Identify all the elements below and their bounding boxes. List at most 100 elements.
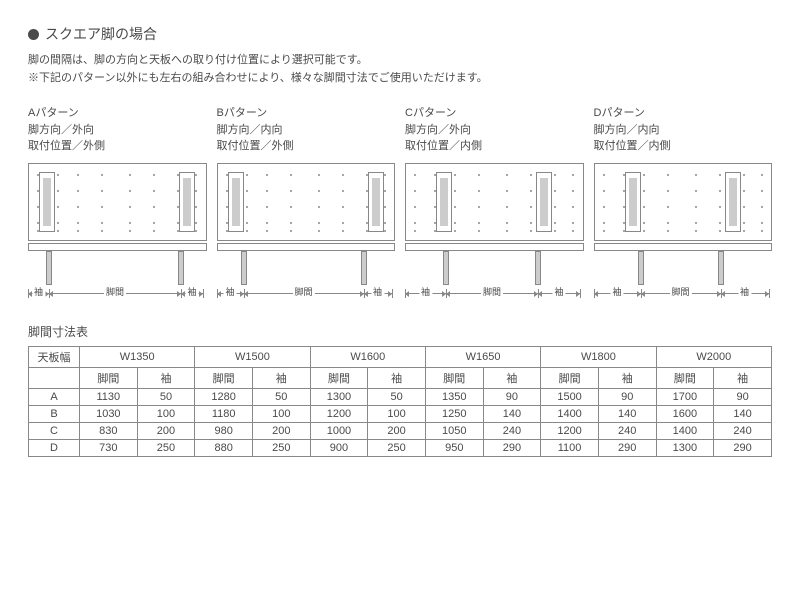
dimension-table: 天板幅W1350W1500W1600W1650W1800W2000脚間袖脚間袖脚… bbox=[28, 346, 772, 457]
cell: 1100 bbox=[541, 439, 599, 456]
th-width: W1650 bbox=[425, 346, 540, 367]
dim-row: 袖脚間袖 bbox=[405, 287, 584, 305]
side-leg-1 bbox=[718, 251, 724, 285]
side-leg-0 bbox=[443, 251, 449, 285]
legbox-1 bbox=[536, 172, 552, 232]
cell: 1130 bbox=[80, 388, 138, 405]
pattern-name: Dパターン bbox=[594, 105, 773, 122]
th-width: W2000 bbox=[656, 346, 771, 367]
side-leg-1 bbox=[178, 251, 184, 285]
cell: 100 bbox=[137, 405, 195, 422]
cell: 90 bbox=[714, 388, 772, 405]
cell: 50 bbox=[368, 388, 426, 405]
th-sub: 袖 bbox=[714, 367, 772, 388]
side-leg-1 bbox=[535, 251, 541, 285]
diagram-side bbox=[217, 243, 396, 285]
cell: 1000 bbox=[310, 422, 368, 439]
th-sub: 脚間 bbox=[80, 367, 138, 388]
legbox-0 bbox=[436, 172, 452, 232]
legbox-0 bbox=[39, 172, 55, 232]
cell: 200 bbox=[137, 422, 195, 439]
cell: 1200 bbox=[310, 405, 368, 422]
dim-row: 袖脚間袖 bbox=[217, 287, 396, 305]
cell: 1030 bbox=[80, 405, 138, 422]
pattern-pos: 取付位置／外側 bbox=[217, 138, 396, 155]
cell: 1700 bbox=[656, 388, 714, 405]
side-leg-1 bbox=[361, 251, 367, 285]
dim-sode-l: 袖 bbox=[223, 285, 236, 298]
th-sub: 脚間 bbox=[310, 367, 368, 388]
cell: 50 bbox=[137, 388, 195, 405]
th-blank bbox=[29, 367, 80, 388]
cell: 830 bbox=[80, 422, 138, 439]
cell: 250 bbox=[137, 439, 195, 456]
th-sub: 脚間 bbox=[541, 367, 599, 388]
cell: 1200 bbox=[541, 422, 599, 439]
pattern-name: Cパターン bbox=[405, 105, 584, 122]
cell: 290 bbox=[483, 439, 541, 456]
pattern-dir: 脚方向／外向 bbox=[405, 122, 584, 139]
dim-sode-l: 袖 bbox=[610, 285, 623, 298]
table-title: 脚間寸法表 bbox=[28, 323, 772, 340]
dim-kyakukan: 脚間 bbox=[481, 285, 503, 298]
dim-sode-r: 袖 bbox=[552, 285, 565, 298]
pattern-name: Aパターン bbox=[28, 105, 207, 122]
row-label: B bbox=[29, 405, 80, 422]
cell: 100 bbox=[368, 405, 426, 422]
diagram-side bbox=[28, 243, 207, 285]
legbox-0 bbox=[228, 172, 244, 232]
patterns-row: Aパターン脚方向／外向取付位置／外側袖脚間袖Bパターン脚方向／内向取付位置／外側… bbox=[28, 105, 772, 305]
dim-kyakukan: 脚間 bbox=[669, 285, 691, 298]
cell: 250 bbox=[368, 439, 426, 456]
dim-sode-r: 袖 bbox=[371, 285, 384, 298]
cell: 290 bbox=[714, 439, 772, 456]
th-sub: 脚間 bbox=[425, 367, 483, 388]
cell: 730 bbox=[80, 439, 138, 456]
diagram-top bbox=[217, 163, 396, 241]
th-sub: 袖 bbox=[483, 367, 541, 388]
cell: 140 bbox=[714, 405, 772, 422]
row-label: D bbox=[29, 439, 80, 456]
pattern-labels: Cパターン脚方向／外向取付位置／内側 bbox=[405, 105, 584, 155]
pattern-2: Cパターン脚方向／外向取付位置／内側袖脚間袖 bbox=[405, 105, 584, 305]
cell: 140 bbox=[483, 405, 541, 422]
cell: 250 bbox=[252, 439, 310, 456]
cell: 1350 bbox=[425, 388, 483, 405]
title-row: スクエア脚の場合 bbox=[28, 24, 772, 44]
th-width: W1600 bbox=[310, 346, 425, 367]
cell: 290 bbox=[598, 439, 656, 456]
side-leg-0 bbox=[638, 251, 644, 285]
diagram-side bbox=[405, 243, 584, 285]
row-label: A bbox=[29, 388, 80, 405]
pattern-pos: 取付位置／内側 bbox=[405, 138, 584, 155]
legbox-1 bbox=[179, 172, 195, 232]
pattern-1: Bパターン脚方向／内向取付位置／外側袖脚間袖 bbox=[217, 105, 396, 305]
diagram-top bbox=[28, 163, 207, 241]
th-sub: 袖 bbox=[368, 367, 426, 388]
table-head: 天板幅W1350W1500W1600W1650W1800W2000脚間袖脚間袖脚… bbox=[29, 346, 772, 388]
pattern-pos: 取付位置／内側 bbox=[594, 138, 773, 155]
cell: 90 bbox=[483, 388, 541, 405]
dim-row: 袖 脚間 袖 bbox=[594, 287, 773, 305]
cell: 1250 bbox=[425, 405, 483, 422]
legbox-1 bbox=[725, 172, 741, 232]
cell: 1050 bbox=[425, 422, 483, 439]
cell: 90 bbox=[598, 388, 656, 405]
cell: 1300 bbox=[310, 388, 368, 405]
pattern-pos: 取付位置／外側 bbox=[28, 138, 207, 155]
cell: 880 bbox=[195, 439, 253, 456]
cell: 240 bbox=[598, 422, 656, 439]
dim-sode-r: 袖 bbox=[738, 285, 751, 298]
cell: 950 bbox=[425, 439, 483, 456]
cell: 980 bbox=[195, 422, 253, 439]
dim-sode-l: 袖 bbox=[32, 285, 45, 298]
pattern-dir: 脚方向／外向 bbox=[28, 122, 207, 139]
legbox-1 bbox=[368, 172, 384, 232]
th-width: W1500 bbox=[195, 346, 310, 367]
th-sub: 袖 bbox=[598, 367, 656, 388]
cell: 200 bbox=[252, 422, 310, 439]
cell: 1500 bbox=[541, 388, 599, 405]
cell: 1600 bbox=[656, 405, 714, 422]
th-sub: 袖 bbox=[252, 367, 310, 388]
page-title: スクエア脚の場合 bbox=[45, 24, 157, 44]
